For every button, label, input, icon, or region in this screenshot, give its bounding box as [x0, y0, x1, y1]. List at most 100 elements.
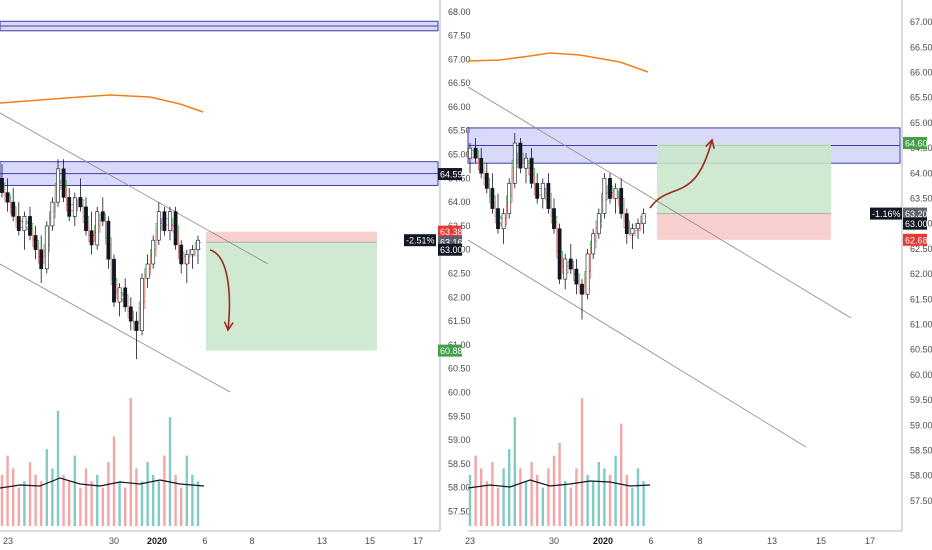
y-tick-label: 59.50: [448, 411, 471, 421]
moving-average-line: [467, 52, 649, 73]
x-tick-label: 30: [109, 536, 119, 546]
right-chart-panel: 67.0066.5066.0065.5065.0064.5064.0063.50…: [465, 0, 932, 546]
y-tick-label: 67.00: [448, 54, 471, 64]
y-tick-label: 64.00: [910, 168, 932, 178]
candle-body: [602, 178, 607, 214]
x-tick-label: 23: [3, 536, 13, 546]
candle-body: [613, 188, 618, 199]
y-tick-label: 67.00: [910, 17, 932, 27]
candle-body: [196, 239, 200, 251]
volume-bar: [575, 468, 578, 526]
candle-body: [184, 254, 189, 265]
candle-body: [636, 223, 640, 230]
candle-body: [512, 142, 517, 184]
indicator-line-red: [467, 156, 647, 294]
y-tick-label: 58.50: [910, 445, 932, 455]
volume-bar: [468, 474, 472, 526]
left-chart-panel: 68.0067.5067.0066.5066.0065.5065.0064.50…: [0, 0, 471, 546]
forecast-arrow: [649, 139, 713, 209]
volume-bar: [168, 417, 172, 526]
y-tick-label: 66.50: [910, 42, 932, 52]
forecast-arrow-head: [223, 321, 234, 332]
candle-body: [106, 220, 111, 260]
candle-body: [468, 147, 472, 159]
x-tick-label: 30: [549, 536, 559, 546]
candle-body: [490, 188, 495, 209]
candle-body: [630, 228, 635, 235]
volume-bar: [614, 455, 617, 526]
price-tag: [903, 233, 927, 246]
volume-average-line: [467, 479, 651, 489]
forecast-arrow: [209, 249, 231, 331]
candle-body: [496, 208, 500, 230]
candle-body: [33, 235, 38, 251]
volume-bar: [586, 474, 589, 526]
candle-body: [145, 263, 150, 279]
candle-body: [112, 258, 116, 303]
y-tick-label: 68.00: [448, 7, 471, 17]
volume-bar: [508, 449, 511, 526]
candle-body: [173, 211, 178, 246]
volume-bar: [603, 468, 606, 526]
candle-body: [67, 197, 72, 217]
volume-bar: [34, 474, 37, 526]
candle-body: [546, 183, 551, 209]
candle-body: [552, 208, 556, 230]
y-tick-label: 60.50: [910, 345, 932, 355]
candle-body: [22, 216, 27, 231]
volume-bar: [124, 487, 127, 526]
x-tick-label: 2020: [147, 536, 167, 546]
volume-average-line: [0, 477, 205, 489]
y-tick-label: 61.00: [910, 319, 932, 329]
volume-bar: [485, 481, 488, 526]
volume-bar: [496, 487, 500, 526]
candle-body: [580, 283, 584, 295]
x-tick-label: 23: [465, 536, 475, 546]
price-tag-label: 63.00: [440, 245, 463, 255]
stop-loss-zone: [657, 213, 831, 240]
volume-bar: [625, 474, 628, 526]
volume-bar: [547, 468, 550, 526]
volume-bar: [152, 474, 155, 526]
price-tag-label: 62.68: [905, 235, 928, 245]
y-tick-label: 57.50: [910, 496, 932, 506]
y-tick-label: 62.50: [448, 269, 471, 279]
volume-bar: [536, 474, 539, 526]
volume-bar: [107, 462, 110, 526]
volume-bar: [592, 481, 595, 526]
volume-bar: [28, 462, 32, 526]
y-tick-label: 67.50: [448, 31, 471, 41]
change-tag: [404, 234, 436, 247]
candle-body: [56, 168, 60, 203]
price-tag-label: 63.16: [440, 238, 463, 248]
y-tick-label: 65.00: [910, 118, 932, 128]
volume-bar: [68, 481, 71, 526]
volume-bar: [185, 455, 188, 526]
trend-line: [467, 86, 852, 319]
price-tag: [903, 137, 927, 150]
trend-line: [0, 263, 231, 393]
x-tick-label: 13: [317, 536, 327, 546]
y-tick-label: 61.50: [910, 294, 932, 304]
volume-bar: [191, 474, 194, 526]
x-tick-label: 8: [697, 536, 702, 546]
volume-bar: [135, 468, 138, 526]
x-tick-label: 8: [249, 536, 254, 546]
candle-body: [140, 277, 144, 331]
y-tick-label: 59.00: [448, 435, 471, 445]
candle-body: [11, 201, 16, 217]
candle-body: [624, 213, 629, 235]
candle-body: [529, 157, 534, 184]
volume-bar: [23, 481, 26, 526]
volume-bar: [157, 481, 160, 526]
y-tick-label: 61.50: [448, 316, 471, 326]
volume-bar: [0, 474, 4, 526]
candle-body: [78, 197, 83, 208]
candle-body: [16, 216, 21, 231]
price-tag-label: 60.88: [440, 346, 463, 356]
volume-bar: [62, 474, 65, 526]
y-tick-label: 62.00: [910, 269, 932, 279]
volume-bar: [502, 468, 505, 526]
candle-body: [162, 211, 167, 231]
